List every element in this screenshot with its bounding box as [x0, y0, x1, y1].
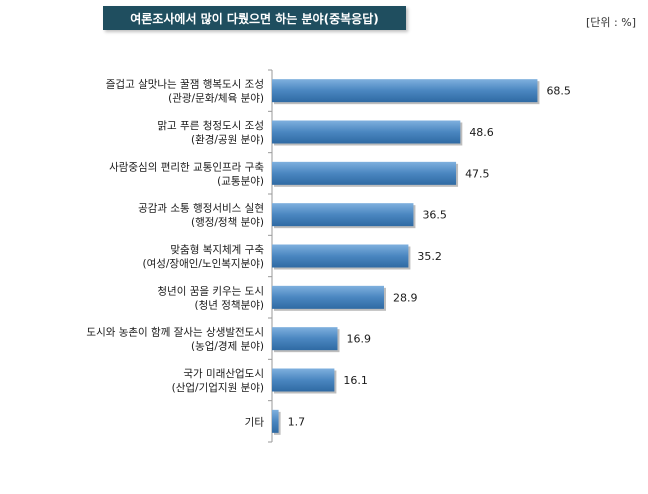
- data-label: 16.1: [343, 374, 368, 387]
- data-label: 36.5: [422, 209, 447, 222]
- category-label: (환경/공원 분야): [191, 133, 264, 146]
- category-label: 국가 미래산업도시: [183, 367, 264, 380]
- category-label: 기타: [245, 416, 265, 428]
- category-label: 공감과 소통 행정서비스 실현: [138, 203, 264, 215]
- category-label: (여성/장애인/노인복지분야): [142, 257, 264, 270]
- bar: [272, 285, 384, 309]
- category-label: 맑고 푸른 청정도시 조성: [157, 120, 264, 132]
- bar: [272, 368, 335, 392]
- bar: [272, 409, 279, 433]
- bar: [272, 327, 338, 351]
- data-label: 47.5: [465, 167, 490, 180]
- chart-title: 여론조사에서 많이 다뤘으면 하는 분야(중복응답): [103, 6, 406, 30]
- category-label: 청년이 꿈을 키우는 도시: [157, 285, 264, 297]
- bar: [272, 79, 538, 103]
- data-label: 48.6: [469, 126, 494, 139]
- data-label: 35.2: [417, 250, 442, 263]
- unit-label: [단위 : %]: [586, 16, 636, 29]
- data-label: 68.5: [546, 85, 571, 98]
- bar: [272, 161, 457, 185]
- category-label: (행정/정책 분야): [191, 216, 264, 229]
- category-label: (관광/문화/체육 분야): [168, 92, 264, 105]
- category-label: (교통분야): [217, 174, 264, 187]
- category-label: 사람중심의 편리한 교통인프라 구축: [109, 160, 264, 173]
- category-label: (청년 정책분야): [195, 298, 265, 311]
- category-label: 즐겁고 살맛나는 꿀잼 행복도시 조성: [106, 79, 264, 91]
- bar: [272, 244, 409, 268]
- data-label: 28.9: [393, 291, 418, 304]
- bar: [272, 120, 461, 144]
- category-label: 맞춤형 복지체계 구축: [170, 244, 264, 256]
- data-label: 16.9: [346, 333, 371, 346]
- category-label: (농업/경제 분야): [191, 340, 264, 353]
- category-label: (산업/기업지원 분야): [172, 381, 264, 394]
- category-label: 도시와 농촌이 함께 잘사는 상생발전도시: [86, 327, 264, 339]
- data-label: 1.7: [288, 415, 306, 428]
- bar: [272, 203, 414, 227]
